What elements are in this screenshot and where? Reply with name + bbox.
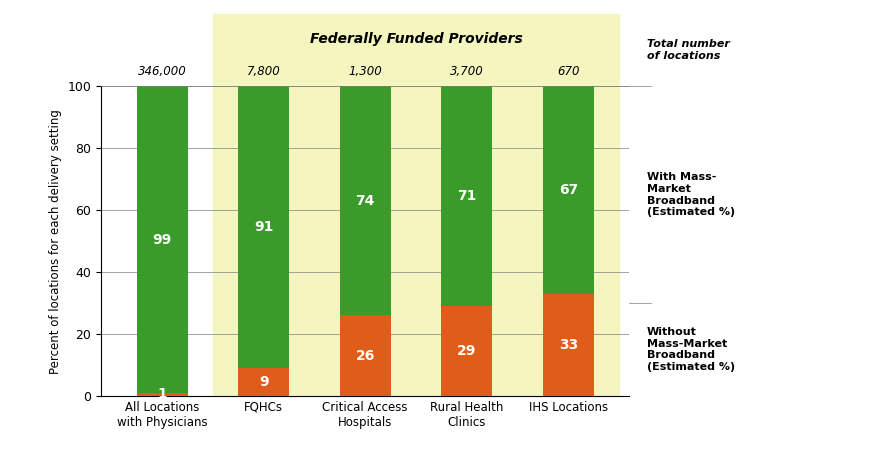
Bar [238,368,289,396]
Text: Total number
of locations: Total number of locations [647,39,730,61]
Text: 99: 99 [152,233,172,247]
Bar [340,315,391,396]
Bar [213,86,619,396]
Text: 3,700: 3,700 [450,66,484,78]
Text: Federally Funded Providers: Federally Funded Providers [310,32,523,46]
Y-axis label: Percent of locations for each delivery setting: Percent of locations for each delivery s… [49,109,62,374]
Bar [543,294,594,396]
Text: 1: 1 [158,387,167,401]
Text: 9: 9 [259,375,268,389]
Text: 74: 74 [356,194,375,208]
Bar [238,86,289,368]
Bar [136,86,187,393]
Bar [136,393,187,396]
Text: 71: 71 [457,189,476,203]
Text: 67: 67 [559,183,578,197]
Bar [442,86,492,306]
Text: Without
Mass-Market
Broadband
(Estimated %): Without Mass-Market Broadband (Estimated… [647,327,735,372]
Bar [340,86,391,315]
Text: 1,300: 1,300 [348,66,382,78]
Text: 670: 670 [557,66,580,78]
Text: 26: 26 [356,349,375,363]
Bar [442,306,492,396]
Text: 7,800: 7,800 [246,66,281,78]
Text: 346,000: 346,000 [138,66,187,78]
Bar [543,86,594,294]
Text: With Mass-
Market
Broadband
(Estimated %): With Mass- Market Broadband (Estimated %… [647,172,735,217]
Text: 91: 91 [254,220,274,234]
Text: 33: 33 [559,338,578,352]
Text: 29: 29 [457,344,476,358]
